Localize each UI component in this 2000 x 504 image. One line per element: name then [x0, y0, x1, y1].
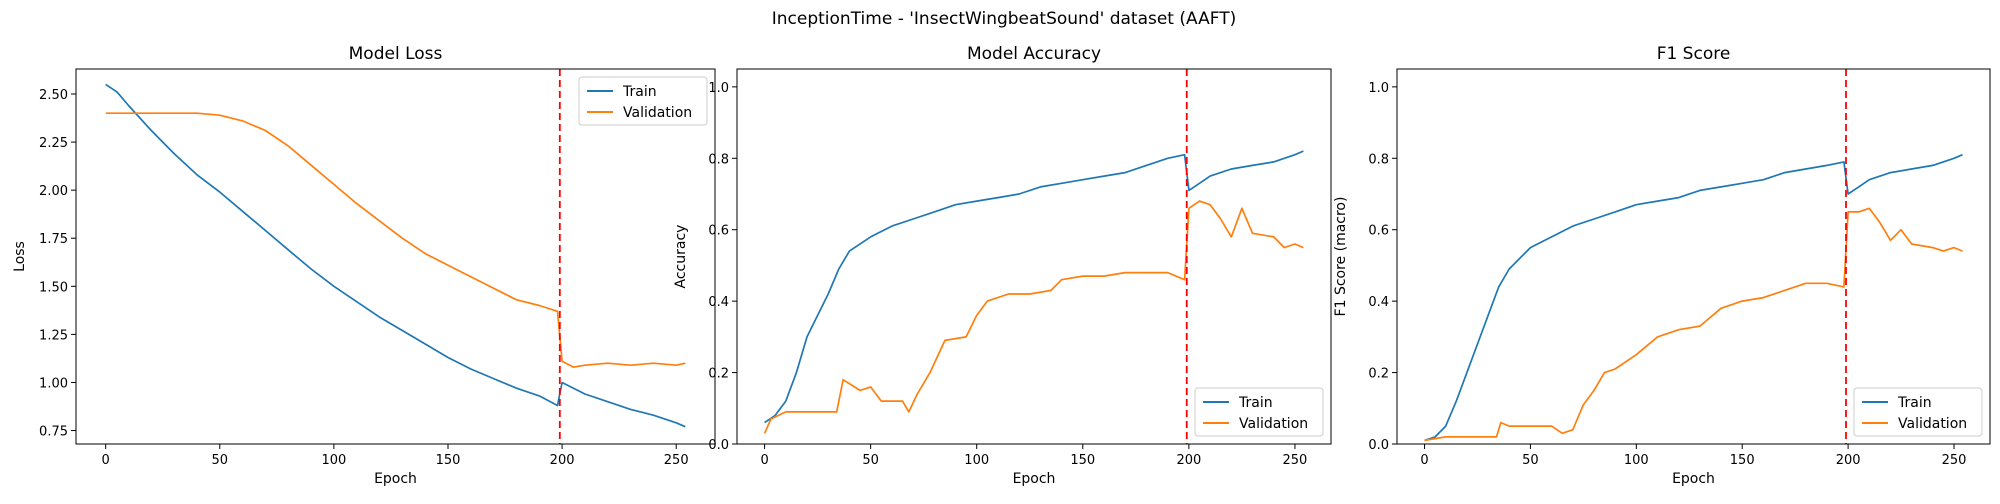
chart-2-title: Model Accuracy — [967, 44, 1101, 64]
chart-1-title: Model Loss — [349, 44, 443, 64]
chart-2-axes-frame — [736, 68, 1332, 445]
chart-1-ytick-label: 0.75 — [39, 425, 68, 440]
chart-2-xtick-label: 100 — [964, 453, 989, 468]
chart-1-ytick-label: 2.25 — [39, 136, 68, 151]
chart-1-ytick-label: 2.50 — [39, 88, 68, 103]
chart-3-xlabel: Epoch — [1672, 471, 1715, 487]
chart-2-ytick-label: 0.8 — [708, 152, 729, 167]
chart-panel-2: 0 50 100 150 200 250 0.0 0.2 0.4 0.6 0.8 1.0 Epoch Ac… — [673, 44, 1332, 487]
chart-1-xtick-label: 200 — [550, 453, 575, 468]
chart-2-legend-label-validation: Validation — [1239, 416, 1308, 432]
chart-3-ytick-label: 0.8 — [1368, 152, 1389, 167]
chart-1-ytick-label: 1.25 — [39, 328, 68, 343]
chart-2-legend-label-train: Train — [1238, 395, 1273, 411]
chart-1-xlabel: Epoch — [374, 471, 417, 487]
chart-3-axes-frame — [1396, 68, 1991, 445]
chart-1-ytick-label: 1.75 — [39, 232, 68, 247]
chart-2-ytick-label: 0.6 — [708, 224, 729, 239]
chart-1-axes-frame — [75, 68, 716, 445]
chart-2-xtick-label: 0 — [760, 453, 768, 468]
chart-2-xlabel: Epoch — [1013, 471, 1056, 487]
chart-3-series-train-line — [1424, 153, 1963, 442]
figure-title: InceptionTime - 'InsectWingbeatSound' da… — [772, 9, 1237, 29]
chart-3-xtick-label: 100 — [1624, 453, 1649, 468]
chart-2-ytick-label: 0.0 — [708, 438, 729, 453]
chart-1-legend-label-validation: Validation — [623, 105, 692, 121]
chart-3-legend: Train Validation — [1853, 387, 1983, 437]
chart-1-legend-label-train: Train — [622, 84, 657, 100]
chart-3-series-validation-line — [1424, 207, 1963, 442]
chart-1-xtick-label: 0 — [102, 453, 110, 468]
chart-2-ytick-label: 1.0 — [708, 81, 729, 96]
chart-panel-3: 0 50 100 150 200 250 0.0 0.2 0.4 0.6 0.8 1.0 Epoch F1… — [1333, 44, 1991, 487]
chart-3-title: F1 Score — [1657, 44, 1731, 64]
chart-3-ylabel: F1 Score (macro) — [1333, 197, 1349, 317]
chart-3-xtick-label: 0 — [1420, 453, 1428, 468]
chart-1-legend: Train Validation — [578, 76, 708, 126]
chart-3-xtick-label: 50 — [1522, 453, 1539, 468]
chart-3-xtick-label: 150 — [1730, 453, 1755, 468]
chart-2-xtick-label: 250 — [1283, 453, 1308, 468]
chart-1-ylabel: Loss — [12, 241, 28, 272]
chart-2-ylabel: Accuracy — [673, 225, 689, 289]
chart-1-series-validation-line — [105, 112, 686, 368]
chart-2-xtick-label: 150 — [1070, 453, 1095, 468]
chart-1-xtick-label: 100 — [321, 453, 346, 468]
chart-panel-1: 0 50 100 150 200 250 0.75 1.00 1.25 1.50 1.75 2.00 2… — [12, 44, 716, 487]
chart-2-xtick-label: 200 — [1176, 453, 1201, 468]
chart-2-legend: Train Validation — [1194, 387, 1324, 437]
chart-3-ytick-label: 0.4 — [1368, 295, 1389, 310]
chart-1-ytick-label: 1.50 — [39, 280, 68, 295]
chart-2-xtick-label: 50 — [862, 453, 879, 468]
chart-2-series-train-line — [764, 150, 1304, 424]
chart-3-xtick-label: 250 — [1942, 453, 1967, 468]
chart-2-series-validation-line — [763, 200, 1304, 434]
chart-1-xtick-label: 250 — [664, 453, 689, 468]
chart-3-ytick-label: 0.2 — [1368, 367, 1389, 382]
chart-3-xtick-label: 200 — [1836, 453, 1861, 468]
chart-2-ytick-label: 0.4 — [708, 295, 729, 310]
chart-1-series-train-line — [105, 83, 686, 428]
chart-3-ytick-label: 1.0 — [1368, 81, 1389, 96]
chart-1-ytick-label: 1.00 — [39, 376, 68, 391]
chart-1-ytick-label: 2.00 — [39, 184, 68, 199]
chart-1-xtick-label: 50 — [212, 453, 229, 468]
chart-3-legend-label-validation: Validation — [1898, 416, 1967, 432]
chart-3-legend-label-train: Train — [1897, 395, 1932, 411]
chart-3-ytick-label: 0.0 — [1368, 438, 1389, 453]
chart-1-xtick-label: 150 — [436, 453, 461, 468]
chart-3-ytick-label: 0.6 — [1368, 224, 1389, 239]
chart-2-ytick-label: 0.2 — [708, 367, 729, 382]
chart-panels: 0 50 100 150 200 2500.751.001.251.501.752.002… — [12, 44, 1991, 487]
